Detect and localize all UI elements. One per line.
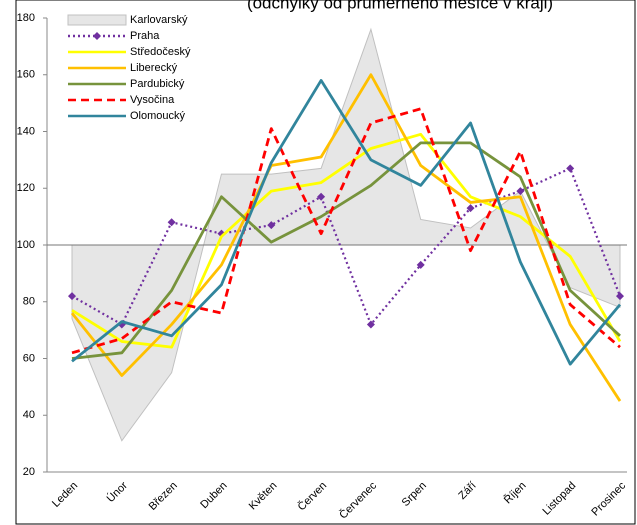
chart-title: (odchylky od průměrného měsíce v kraji) xyxy=(247,0,553,12)
marker xyxy=(516,187,525,196)
y-tick-label: 120 xyxy=(17,182,35,194)
line xyxy=(71,167,622,326)
y-tick-label: 100 xyxy=(17,239,35,251)
marker xyxy=(616,292,624,301)
x-tick-label: Leden xyxy=(50,480,80,510)
legend-label: Karlovarský xyxy=(130,14,188,26)
marker xyxy=(416,260,425,269)
marker xyxy=(466,204,475,213)
marker xyxy=(267,221,276,230)
x-tick-label: Říjen xyxy=(501,479,528,506)
line xyxy=(71,132,622,349)
marker xyxy=(68,292,76,301)
marker xyxy=(366,320,375,329)
y-tick-label: 180 xyxy=(17,12,35,24)
y-tick-label: 40 xyxy=(23,409,35,421)
chart-frame xyxy=(15,0,636,525)
y-tick-label: 140 xyxy=(17,125,35,137)
legend-label: Olomoucký xyxy=(130,110,186,122)
y-tick-label: 160 xyxy=(17,69,35,81)
y-tick-label: 80 xyxy=(23,296,35,308)
x-tick-label: Červenec xyxy=(337,479,380,522)
legend-swatch xyxy=(67,14,127,26)
x-tick-label: Červen xyxy=(295,479,329,513)
x-tick-label: Listopad xyxy=(540,480,578,518)
y-tick-label: 60 xyxy=(23,352,35,364)
marker xyxy=(167,218,176,227)
legend-label: Liberecký xyxy=(130,62,178,74)
x-tick-label: Únor xyxy=(104,479,130,505)
legend-label: Vysočina xyxy=(130,94,175,106)
line xyxy=(71,141,621,360)
marker xyxy=(317,192,326,201)
x-tick-label: Duben xyxy=(198,480,229,511)
x-tick-label: Květen xyxy=(247,480,280,513)
x-tick-label: Září xyxy=(456,480,478,502)
legend-label: Praha xyxy=(130,30,160,42)
x-tick-label: Srpen xyxy=(400,480,429,509)
legend-label: Středočeský xyxy=(130,46,191,58)
y-tick-label: 20 xyxy=(23,466,35,478)
line xyxy=(71,79,622,366)
area xyxy=(71,27,621,442)
legend-marker xyxy=(93,32,101,40)
x-tick-label: Prosinec xyxy=(589,479,628,518)
x-tick-label: Březen xyxy=(147,480,180,513)
marker xyxy=(566,164,575,173)
legend-label: Pardubický xyxy=(130,78,185,90)
